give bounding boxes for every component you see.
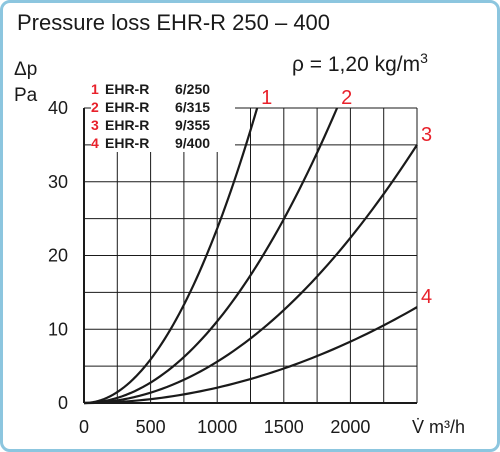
legend-model: EHR-R (105, 81, 150, 97)
chart-title: Pressure loss EHR-R 250 – 400 (17, 10, 331, 35)
legend-item: 2 EHR-R 6/315 (91, 98, 235, 116)
chart-axis-titles: Δp Pa V̇ m³/h (14, 59, 465, 437)
x-tick-label: 1000 (197, 417, 237, 437)
legend-number: 1 (91, 81, 99, 97)
y-tick-label: 10 (48, 319, 68, 339)
y-tick-label: 20 (48, 246, 68, 266)
curve-label-3: 3 (421, 124, 432, 146)
x-tick-label: 2000 (330, 417, 370, 437)
chart-curve-labels: 1 2 3 4 (261, 87, 432, 308)
y-tick-label: 30 (48, 172, 68, 192)
legend-item: 4 EHR-R 9/400 (91, 134, 235, 152)
curve-label-4: 4 (421, 286, 432, 308)
chart-tick-labels: 0 500 1000 1500 2000 0 10 20 30 40 (48, 98, 370, 437)
x-axis-title: V̇ m³/h (412, 417, 465, 437)
chart-axes (83, 108, 417, 404)
chart-legend: 1 EHR-R 6/250 2 EHR-R 6/315 3 EHR-R 9/355 4 EHR-R 9… (91, 80, 235, 152)
legend-number: 4 (91, 135, 99, 151)
curve-2 (83, 107, 339, 405)
y-axis-unit: Pa (14, 85, 38, 106)
legend-number: 2 (91, 99, 99, 115)
legend-size: 9/355 (175, 117, 211, 133)
density-text: ρ = 1,20 kg/m (292, 53, 421, 76)
legend-size: 9/400 (175, 135, 211, 151)
curve-3 (83, 144, 418, 405)
legend-size: 6/315 (175, 99, 211, 115)
chart-grid (84, 107, 418, 403)
legend-size: 6/250 (175, 81, 211, 97)
curve-label-2: 2 (341, 87, 352, 109)
curve-label-1: 1 (261, 87, 272, 109)
legend-item: 3 EHR-R 9/355 (91, 116, 235, 134)
y-tick-label: 0 (58, 393, 68, 413)
density-exponent: 3 (420, 50, 428, 66)
legend-model: EHR-R (105, 135, 150, 151)
legend-number: 3 (91, 117, 99, 133)
x-tick-label: 1500 (264, 417, 304, 437)
y-tick-label: 40 (48, 98, 68, 118)
legend-model: EHR-R (105, 99, 150, 115)
curve-1 (83, 107, 259, 405)
legend-item: 1 EHR-R 6/250 (91, 80, 235, 98)
chart-curves (83, 107, 418, 405)
air-density-label: ρ = 1,20 kg/m3 (292, 50, 428, 77)
x-tick-label: 0 (79, 417, 89, 437)
curve-4 (83, 306, 418, 405)
x-tick-label: 500 (136, 417, 166, 437)
y-axis-title: Δp (14, 59, 37, 80)
legend-model: EHR-R (105, 117, 150, 133)
